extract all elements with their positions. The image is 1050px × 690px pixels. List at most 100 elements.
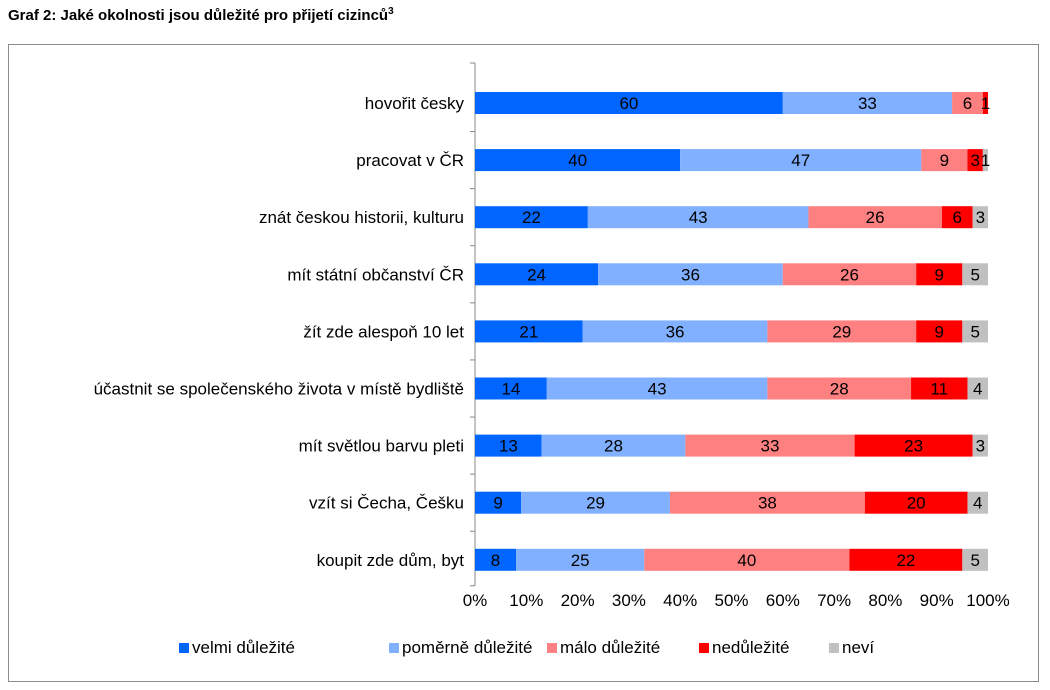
x-tick-label: 60% xyxy=(766,591,800,610)
bar-segment-nedulezite xyxy=(916,263,963,286)
legend-label-malo-dulezite: málo důležité xyxy=(560,638,660,657)
x-tick-label: 80% xyxy=(868,591,902,610)
bar-segment-velmi-dulezite xyxy=(475,377,547,400)
data-label: 6 xyxy=(963,94,972,113)
category-label-koupit-zde-dum-byt: koupit zde dům, byt xyxy=(317,551,465,570)
x-tick-label: 70% xyxy=(817,591,851,610)
legend-label-nevi: neví xyxy=(842,638,874,657)
data-label: 29 xyxy=(832,322,851,341)
legend-swatch-pomerne-dulezite xyxy=(389,643,399,653)
bar-segment-pomerne-dulezite xyxy=(680,149,922,172)
legend-label-velmi-dulezite: velmi důležité xyxy=(192,638,295,657)
data-label: 3 xyxy=(970,151,979,170)
bar-segment-nedulezite xyxy=(982,92,988,114)
x-tick-label: 0% xyxy=(463,591,488,610)
data-label: 4 xyxy=(973,380,982,399)
x-tick-label: 50% xyxy=(714,591,748,610)
x-tick-label: 10% xyxy=(509,591,543,610)
data-label: 20 xyxy=(907,494,926,513)
data-label: 36 xyxy=(681,265,700,284)
bar-segment-malo-dulezite xyxy=(952,92,983,114)
bar-segment-pomerne-dulezite xyxy=(587,206,809,229)
data-label: 28 xyxy=(830,380,849,399)
category-label-zit-zde-alespon-10-let: žít zde alespoň 10 let xyxy=(303,322,464,341)
stacked-bar-chart: 0% 10% 20% 30% 40% 50% 60% 70% 80% 90% 100% hovoři… xyxy=(94,62,1010,657)
bar-segment-malo-dulezite xyxy=(644,548,850,571)
bar-segment-nedulezite xyxy=(864,491,968,514)
bar-segment-velmi-dulezite xyxy=(475,263,599,286)
category-label-mit-statni-obcanstvi-cr: mít státní občanství ČR xyxy=(287,265,464,284)
data-label: 22 xyxy=(896,551,915,570)
bar-segment-nevi xyxy=(967,377,988,400)
bar-segment-velmi-dulezite xyxy=(475,434,542,457)
bar-segment-velmi-dulezite xyxy=(475,320,583,343)
bar-segments xyxy=(475,92,988,571)
data-label: 14 xyxy=(501,380,520,399)
legend-swatch-nevi xyxy=(829,643,839,653)
x-tick-label: 100% xyxy=(966,591,1009,610)
data-label: 9 xyxy=(940,151,949,170)
category-label-mit-svetlou-barvu-pleti: mít světlou barvu pleti xyxy=(299,437,464,456)
category-label-hovorit-cesky: hovořit česky xyxy=(365,94,465,113)
data-label: 9 xyxy=(935,265,944,284)
data-label: 5 xyxy=(970,265,979,284)
data-label: 26 xyxy=(866,208,885,227)
bar-segment-malo-dulezite xyxy=(767,377,912,400)
bar-segment-nevi xyxy=(972,434,988,457)
data-label: 3 xyxy=(976,437,985,456)
data-label: 9 xyxy=(493,494,502,513)
data-label: 5 xyxy=(970,322,979,341)
value-axis: 0% 10% 20% 30% 40% 50% 60% 70% 80% 90% 100% xyxy=(463,62,1010,610)
data-label: 9 xyxy=(935,322,944,341)
bar-segment-nedulezite xyxy=(916,320,963,343)
bar-segment-pomerne-dulezite xyxy=(516,548,645,571)
bar-segment-malo-dulezite xyxy=(685,434,855,457)
data-label: 21 xyxy=(519,322,538,341)
x-tick-label: 20% xyxy=(561,591,595,610)
data-label: 40 xyxy=(568,151,587,170)
bar-segment-velmi-dulezite xyxy=(475,206,588,229)
x-tick-label: 30% xyxy=(612,591,646,610)
data-label: 29 xyxy=(586,494,605,513)
bar-segment-malo-dulezite xyxy=(669,491,865,514)
data-label: 38 xyxy=(758,494,777,513)
data-label: 8 xyxy=(491,551,500,570)
bar-segment-nevi xyxy=(962,548,988,571)
bar-segment-nedulezite xyxy=(854,434,973,457)
data-label: 40 xyxy=(737,551,756,570)
bar-segment-nevi xyxy=(962,320,988,343)
category-label-vzit-si-cecha-cesku: vzít si Čecha, Češku xyxy=(309,494,464,513)
bar-segment-velmi-dulezite xyxy=(475,491,522,514)
bar-segment-nevi xyxy=(972,206,988,229)
bar-segment-nedulezite xyxy=(941,206,973,229)
data-label: 33 xyxy=(858,94,877,113)
bar-segment-velmi-dulezite xyxy=(475,548,517,571)
data-label: 13 xyxy=(499,437,518,456)
data-label: 60 xyxy=(619,94,638,113)
data-label: 28 xyxy=(604,437,623,456)
data-label: 33 xyxy=(761,437,780,456)
data-label: 6 xyxy=(952,208,961,227)
data-label: 43 xyxy=(648,380,667,399)
data-label: 11 xyxy=(930,380,948,399)
bar-segment-pomerne-dulezite xyxy=(541,434,686,457)
data-label: 1 xyxy=(981,151,990,170)
data-label: 22 xyxy=(522,208,541,227)
bar-segment-nevi xyxy=(982,149,988,172)
bar-segment-nevi xyxy=(962,263,988,286)
bar-segment-pomerne-dulezite xyxy=(598,263,783,286)
chart-frame: 0% 10% 20% 30% 40% 50% 60% 70% 80% 90% 100% hovoři… xyxy=(8,44,1039,682)
legend-swatch-malo-dulezite xyxy=(547,643,557,653)
legend-swatch-nedulezite xyxy=(699,643,709,653)
category-label-pracovat-v-cr: pracovat v ČR xyxy=(356,151,464,170)
data-label: 47 xyxy=(791,151,810,170)
legend-swatch-velmi-dulezite xyxy=(179,643,189,653)
bar-segment-malo-dulezite xyxy=(782,263,917,286)
legend-label-pomerne-dulezite: poměrně důležité xyxy=(402,638,532,657)
legend-label-nedulezite: nedůležité xyxy=(712,638,790,657)
data-labels: 60 33 6 140 47 9 3 122 43 26 6 324 36 26 9 521 36 29 9 514 4… xyxy=(491,94,990,570)
data-label: 24 xyxy=(527,265,546,284)
category-label-ucastnit-se-spolecenskeho-zivota-v-miste-bydliste: účastnit se společenského života v místě… xyxy=(94,380,464,399)
data-label: 23 xyxy=(904,437,923,456)
bar-segment-velmi-dulezite xyxy=(475,149,681,172)
